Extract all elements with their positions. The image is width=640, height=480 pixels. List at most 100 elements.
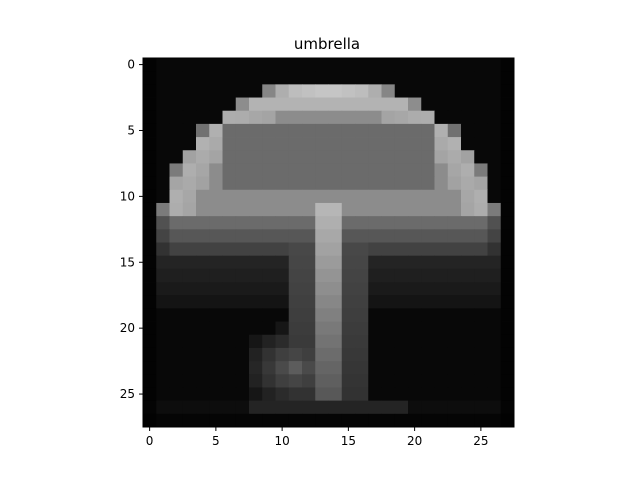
heatmap-cell <box>169 84 184 98</box>
x-tick-label: 20 <box>407 434 422 448</box>
heatmap-cell <box>421 84 435 98</box>
y-tick-label: 0 <box>127 58 135 72</box>
heatmap-cell <box>209 110 223 125</box>
heatmap-cell <box>461 295 475 309</box>
heatmap-cell <box>500 347 515 362</box>
heatmap-cell <box>355 84 369 98</box>
heatmap-cell <box>169 150 184 164</box>
heatmap-cell <box>275 229 290 243</box>
heatmap-cell <box>209 123 223 138</box>
heatmap-cell <box>209 374 223 388</box>
heatmap-cell <box>143 202 157 217</box>
heatmap-cell <box>355 268 369 283</box>
heatmap-cell <box>461 97 475 112</box>
heatmap-cell <box>315 255 329 270</box>
heatmap-cell <box>156 137 170 151</box>
heatmap-cell <box>169 163 184 178</box>
y-axis: 0 5 10 15 20 25 <box>120 58 143 401</box>
heatmap-cell <box>262 84 276 98</box>
heatmap-cell <box>249 387 263 402</box>
heatmap-cell <box>355 321 369 336</box>
heatmap-cell <box>169 268 184 283</box>
heatmap-cell <box>182 334 197 349</box>
heatmap-cell <box>355 242 369 257</box>
heatmap-cell <box>196 334 210 349</box>
heatmap-cell <box>408 255 422 270</box>
heatmap-cell <box>434 347 449 362</box>
heatmap-cell <box>447 295 462 309</box>
heatmap-cell <box>209 58 223 72</box>
heatmap-cell <box>235 163 250 178</box>
heatmap-cell <box>235 400 250 415</box>
heatmap-cell <box>156 123 170 138</box>
heatmap-cell <box>461 347 475 362</box>
heatmap-cell <box>408 361 422 375</box>
heatmap-cell <box>474 216 488 230</box>
y-tick-label: 5 <box>127 123 135 137</box>
heatmap-cell <box>302 308 316 322</box>
heatmap-cell <box>182 268 197 283</box>
heatmap-cell <box>381 84 396 98</box>
heatmap-cell <box>368 255 382 270</box>
heatmap-cell <box>209 163 223 178</box>
heatmap-cell <box>381 255 396 270</box>
heatmap-cell <box>262 202 276 217</box>
heatmap-cell <box>182 97 197 112</box>
heatmap-cell <box>182 202 197 217</box>
heatmap-cell <box>368 189 382 204</box>
heatmap-cell <box>302 176 316 191</box>
heatmap-cell <box>328 163 343 178</box>
heatmap-cell <box>355 347 369 362</box>
heatmap-cell <box>249 189 263 204</box>
heatmap-cell <box>169 137 184 151</box>
heatmap-cell <box>315 84 329 98</box>
heatmap-cell <box>156 282 170 296</box>
heatmap-cell <box>275 97 290 112</box>
heatmap-cell <box>262 255 276 270</box>
heatmap-cell <box>302 361 316 375</box>
heatmap-cell <box>275 176 290 191</box>
heatmap-cell <box>328 123 343 138</box>
heatmap-cell <box>474 137 488 151</box>
heatmap-cell <box>302 347 316 362</box>
heatmap-cell <box>262 334 276 349</box>
heatmap-cell <box>249 58 263 72</box>
heatmap-cell <box>341 242 356 257</box>
heatmap-cell <box>302 58 316 72</box>
heatmap-cell <box>394 347 409 362</box>
heatmap-cell <box>447 150 462 164</box>
heatmap-cell <box>302 374 316 388</box>
heatmap-cell <box>500 308 515 322</box>
heatmap-cell <box>421 58 435 72</box>
heatmap-cell <box>474 334 488 349</box>
heatmap-cell <box>275 400 290 415</box>
heatmap-cell <box>381 334 396 349</box>
heatmap-cell <box>394 176 409 191</box>
heatmap-cell <box>355 137 369 151</box>
heatmap-cell <box>328 361 343 375</box>
heatmap-cell <box>487 413 502 428</box>
heatmap-cell <box>368 268 382 283</box>
heatmap-cell <box>235 295 250 309</box>
heatmap-cell <box>487 163 502 178</box>
heatmap-cell <box>196 308 210 322</box>
heatmap-cell <box>182 150 197 164</box>
heatmap-cell <box>355 58 369 72</box>
heatmap-cell <box>434 97 449 112</box>
heatmap-cell <box>235 150 250 164</box>
heatmap-cell <box>421 176 435 191</box>
heatmap-cell <box>222 150 237 164</box>
heatmap-cell <box>408 334 422 349</box>
heatmap-cell <box>355 255 369 270</box>
heatmap-cell <box>341 137 356 151</box>
heatmap-cell <box>381 268 396 283</box>
heatmap-cell <box>249 400 263 415</box>
heatmap-cell <box>302 413 316 428</box>
heatmap-cell <box>381 374 396 388</box>
heatmap-cell <box>408 189 422 204</box>
heatmap-cell <box>182 400 197 415</box>
heatmap-cell <box>474 400 488 415</box>
heatmap-cell <box>408 84 422 98</box>
heatmap-cell <box>222 97 237 112</box>
heatmap-cell <box>408 123 422 138</box>
